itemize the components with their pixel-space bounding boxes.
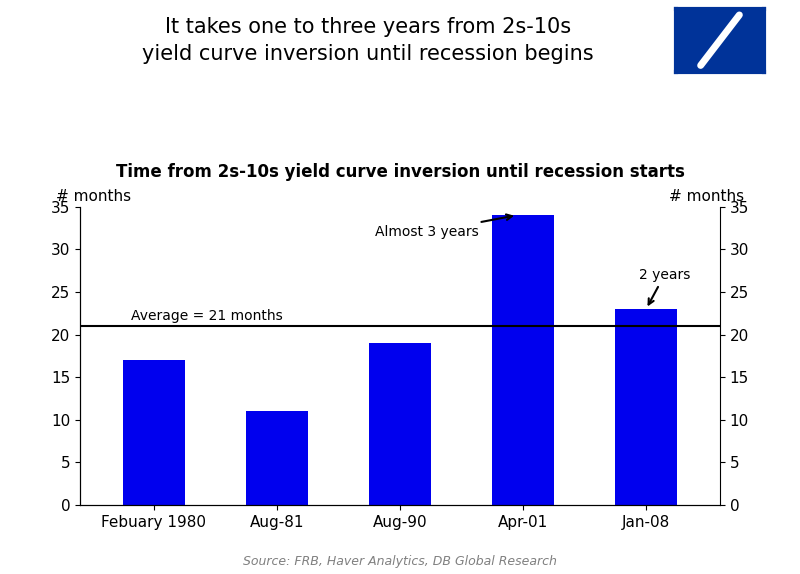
Bar bbox=[123, 360, 185, 505]
Text: Time from 2s-10s yield curve inversion until recession starts: Time from 2s-10s yield curve inversion u… bbox=[115, 163, 685, 181]
Text: Almost 3 years: Almost 3 years bbox=[375, 215, 512, 239]
Bar bbox=[246, 412, 308, 505]
Text: # months: # months bbox=[56, 189, 131, 204]
Bar bbox=[492, 215, 554, 505]
Text: # months: # months bbox=[669, 189, 744, 204]
Text: 2 years: 2 years bbox=[639, 267, 690, 304]
Bar bbox=[370, 343, 430, 505]
Text: Average = 21 months: Average = 21 months bbox=[131, 309, 283, 323]
Text: Source: FRB, Haver Analytics, DB Global Research: Source: FRB, Haver Analytics, DB Global … bbox=[243, 555, 557, 568]
Text: It takes one to three years from 2s-10s
yield curve inversion until recession be: It takes one to three years from 2s-10s … bbox=[142, 17, 594, 64]
Bar bbox=[615, 309, 677, 505]
